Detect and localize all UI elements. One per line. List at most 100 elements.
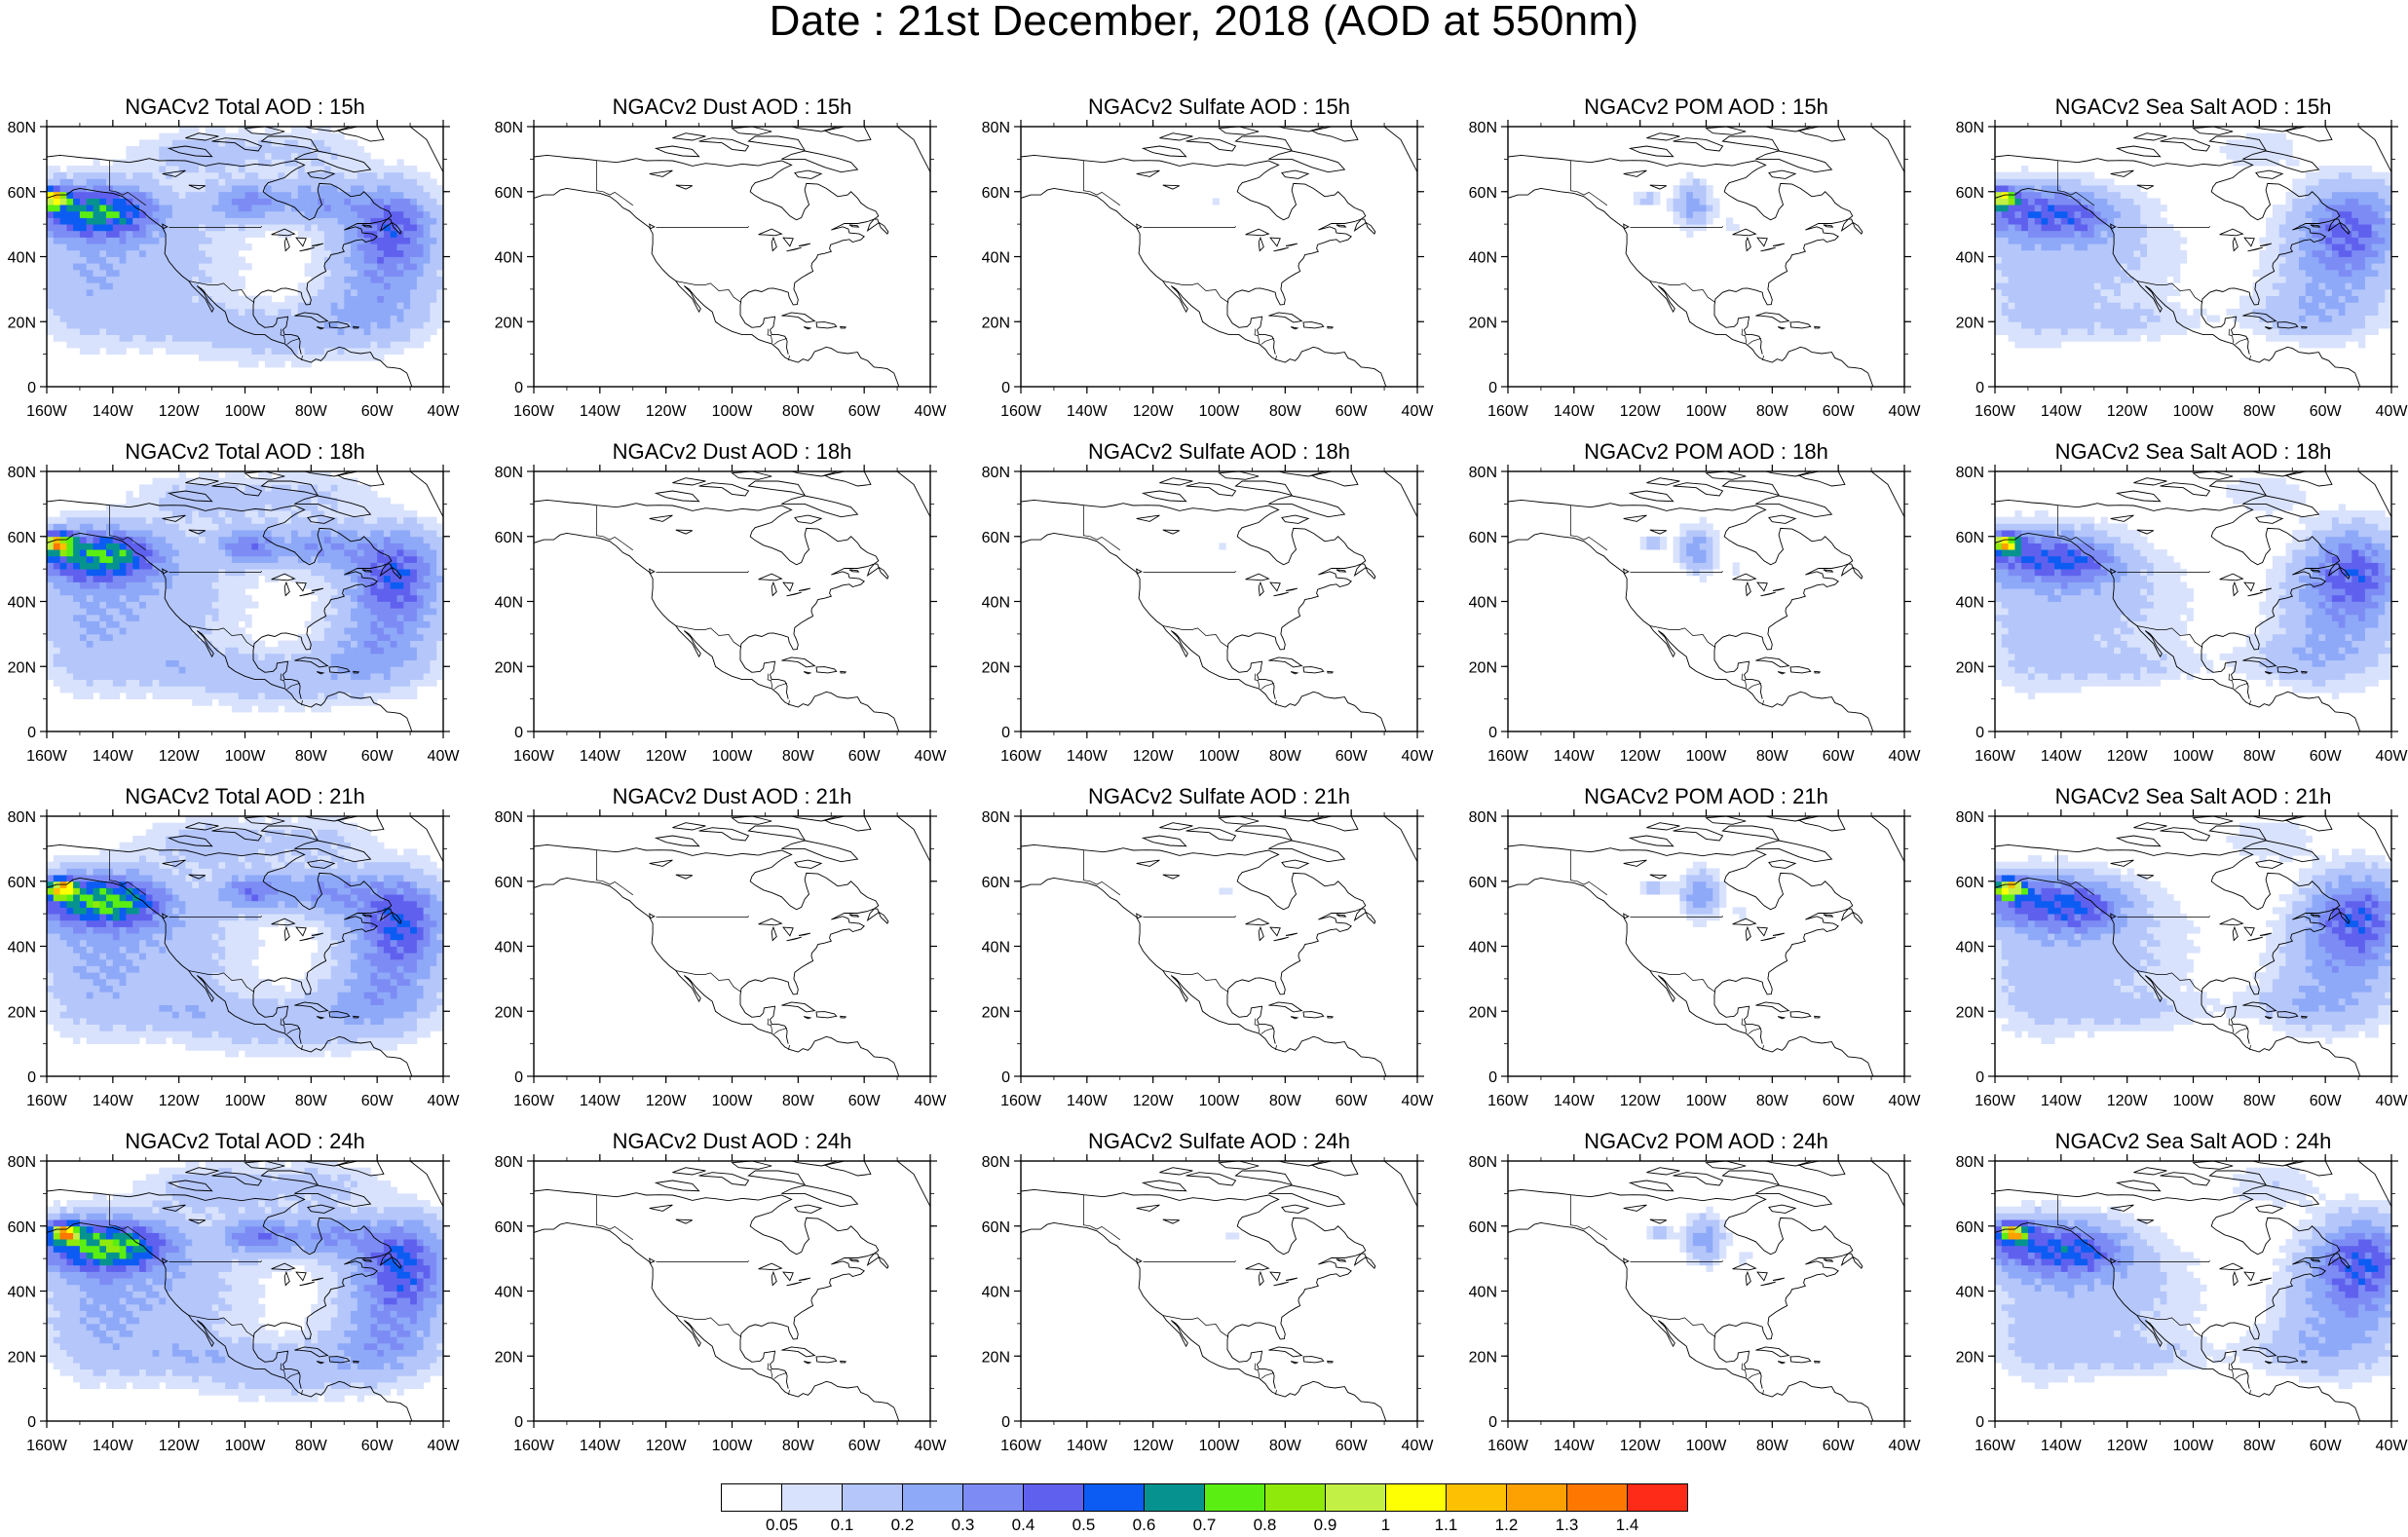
lat-tick-label: 60N — [495, 1219, 523, 1236]
coastline — [1508, 1161, 1904, 1421]
aod-shading — [1213, 198, 1220, 205]
lon-tick-label: 40W — [1402, 1093, 1435, 1109]
lon-tick-label: 120W — [159, 1438, 201, 1454]
lon-tick-label: 80W — [1269, 1438, 1302, 1454]
colorbar-label: 1.2 — [1495, 1516, 1519, 1532]
lat-tick-label: 40N — [1469, 250, 1497, 267]
political-borders — [596, 161, 789, 360]
colorbar-label: 0.05 — [766, 1516, 798, 1532]
lat-tick-label: 0 — [1001, 380, 1010, 396]
lon-tick-label: 80W — [782, 403, 815, 420]
lon-tick-label: 80W — [1756, 1438, 1789, 1454]
lon-tick-label: 160W — [1487, 1093, 1529, 1109]
lon-tick-label: 40W — [2376, 1438, 2408, 1454]
colorbar-swatch — [1447, 1484, 1507, 1512]
lat-tick-label: 60N — [982, 530, 1010, 546]
lon-tick-label: 160W — [26, 1093, 68, 1109]
colorbar-swatch — [1084, 1484, 1145, 1512]
lon-tick-label: 160W — [1975, 403, 2016, 420]
lat-tick-label: 0 — [1001, 1069, 1010, 1086]
lat-tick-label: 20N — [8, 1349, 36, 1366]
lon-tick-label: 100W — [225, 1438, 267, 1454]
lon-tick-label: 140W — [2041, 748, 2083, 765]
political-borders — [1083, 506, 1276, 705]
lat-tick-label: 0 — [1488, 725, 1497, 741]
lon-tick-label: 80W — [2243, 403, 2276, 420]
lat-tick-label: 60N — [1469, 875, 1497, 891]
lat-tick-label: 60N — [1956, 1219, 1984, 1236]
lat-tick-label: 40N — [1469, 940, 1497, 956]
lon-tick-label: 140W — [1554, 1438, 1596, 1454]
lon-tick-label: 120W — [2107, 1093, 2149, 1109]
lat-tick-label: 40N — [8, 250, 36, 267]
lon-tick-label: 60W — [2310, 1438, 2343, 1454]
lon-tick-label: 40W — [1889, 403, 1922, 420]
lon-tick-label: 140W — [580, 1438, 621, 1454]
colorbar-swatch — [722, 1484, 782, 1512]
lon-tick-label: 60W — [361, 1438, 395, 1454]
lat-tick-label: 20N — [982, 315, 1010, 331]
lon-tick-label: 160W — [513, 403, 555, 420]
lon-tick-label: 40W — [428, 403, 461, 420]
lon-tick-label: 80W — [295, 403, 328, 420]
lon-tick-label: 100W — [2173, 403, 2215, 420]
lon-tick-label: 40W — [428, 1438, 461, 1454]
colorbar-swatch — [1024, 1484, 1084, 1512]
lat-tick-label: 80N — [1469, 120, 1497, 136]
coastline — [534, 127, 930, 387]
lon-tick-label: 140W — [580, 748, 621, 765]
lon-tick-label: 40W — [1402, 1438, 1435, 1454]
lon-tick-label: 100W — [225, 748, 267, 765]
lon-tick-label: 160W — [1487, 403, 1529, 420]
lat-tick-label: 20N — [1469, 659, 1497, 676]
lon-tick-label: 60W — [1823, 1438, 1856, 1454]
lon-tick-label: 60W — [2310, 1093, 2343, 1109]
lon-tick-label: 80W — [295, 1438, 328, 1454]
lon-tick-label: 40W — [428, 1093, 461, 1109]
lat-tick-label: 60N — [8, 875, 36, 891]
lat-tick-label: 40N — [1956, 595, 1984, 612]
lat-tick-label: 60N — [1956, 185, 1984, 202]
coastline — [1508, 127, 1904, 387]
lon-tick-label: 80W — [1756, 748, 1789, 765]
colorbar-label: 1.1 — [1435, 1516, 1458, 1532]
lon-tick-label: 120W — [2107, 403, 2149, 420]
aod-shading — [1220, 543, 1226, 549]
lon-tick-label: 140W — [1067, 1438, 1109, 1454]
lon-tick-label: 160W — [26, 403, 68, 420]
political-borders — [1083, 1195, 1276, 1395]
lon-tick-label: 60W — [848, 403, 882, 420]
aod-shading — [1225, 1232, 1239, 1239]
lon-tick-label: 100W — [712, 403, 754, 420]
lon-tick-label: 160W — [1487, 1438, 1529, 1454]
lon-tick-label: 60W — [1823, 1093, 1856, 1109]
lon-tick-label: 40W — [2376, 1093, 2408, 1109]
lat-tick-label: 20N — [1956, 1349, 1984, 1366]
lon-tick-label: 120W — [159, 748, 201, 765]
lon-tick-label: 40W — [1889, 1093, 1922, 1109]
lon-tick-label: 100W — [712, 1093, 754, 1109]
lon-tick-label: 140W — [2041, 1093, 2083, 1109]
lon-tick-label: 40W — [915, 1438, 948, 1454]
lat-tick-label: 80N — [8, 465, 36, 481]
lat-tick-label: 40N — [982, 595, 1010, 612]
lon-tick-label: 160W — [1000, 748, 1042, 765]
lon-tick-label: 120W — [646, 403, 688, 420]
lon-tick-label: 120W — [1133, 1093, 1175, 1109]
coastline — [1508, 471, 1904, 731]
lon-tick-label: 140W — [1554, 403, 1596, 420]
lon-tick-label: 60W — [1336, 1093, 1369, 1109]
